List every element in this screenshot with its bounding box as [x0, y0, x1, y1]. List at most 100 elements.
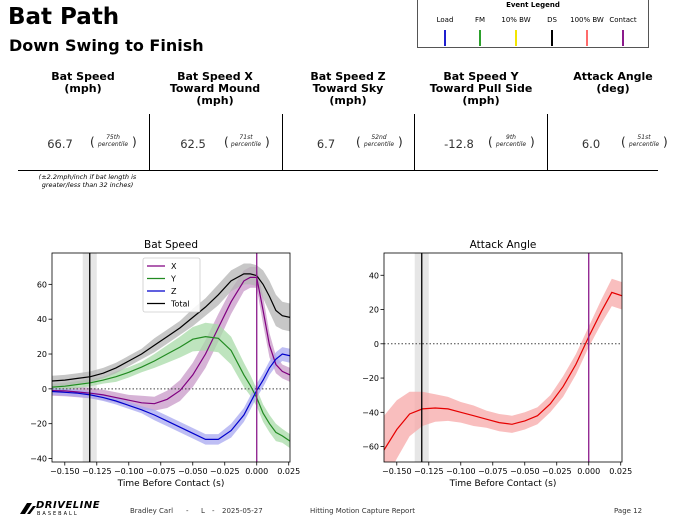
- metric-percentile-bat-speed-x: 71st percentile: [230, 134, 262, 148]
- series-band-attack-angle: [384, 278, 622, 462]
- y-tick-label: 0: [42, 385, 47, 394]
- y-tick-label: 60: [37, 280, 47, 289]
- chart-bat-speed: −0.150 −0.125 −0.100 −0.075 −0.050 −0.025 0.00…: [30, 239, 300, 489]
- y-tick-label: 20: [37, 350, 47, 359]
- metric-header-attack-angle: Attack Angle (deg): [573, 70, 653, 95]
- x-tick-label: −0.150: [50, 467, 80, 476]
- series-line-total: [52, 273, 290, 382]
- x-tick-label: −0.050: [178, 467, 208, 476]
- series-line-z: [52, 353, 290, 440]
- y-tick-label: 0: [374, 340, 379, 349]
- y-tick-label: −40: [30, 455, 47, 464]
- metric-percentile-bat-speed: 75th percentile: [97, 134, 129, 148]
- paren-close: ): [398, 135, 403, 149]
- series-line-x: [52, 276, 290, 405]
- legend-label-z: Z: [171, 287, 177, 296]
- legend-label-total: Total: [170, 300, 190, 309]
- legend-line-load: [444, 30, 446, 46]
- metric-header-bat-speed-x: Bat Speed X Toward Mound (mph): [169, 70, 261, 107]
- x-tick-label: 0.000: [245, 467, 268, 476]
- y-tick-label: 20: [369, 306, 379, 315]
- metric-value-attack-angle: 6.0: [581, 137, 601, 151]
- legend-label-10bw: 10% BW: [501, 16, 531, 24]
- metric-header-bat-speed-y: Bat Speed Y Toward Pull Side (mph): [429, 70, 533, 107]
- metric-percentile-bat-speed-z: 52nd percentile: [363, 134, 395, 148]
- legend-line-contact: [622, 30, 624, 46]
- series-line-attack-angle: [384, 291, 622, 451]
- y-tick-label: −40: [362, 408, 379, 417]
- metric-percentile-attack-angle: 51st percentile: [628, 134, 660, 148]
- y-tick-label: 40: [37, 315, 47, 324]
- series-line-y: [52, 335, 290, 442]
- x-tick-label: −0.025: [210, 467, 240, 476]
- chart-legend: [142, 257, 201, 313]
- y-tick-label: −20: [30, 420, 47, 429]
- paren-open: (: [224, 135, 229, 149]
- athlete-side: L: [201, 507, 205, 515]
- metric-value-bat-speed: 66.7: [47, 137, 73, 151]
- brand-name: DRIVELINE: [36, 500, 101, 511]
- plot-area: [384, 253, 622, 462]
- event-legend-title: Event Legend: [506, 1, 560, 9]
- metric-value-bat-speed-x: 62.5: [180, 137, 206, 151]
- metrics-bottom-rule: [18, 170, 658, 171]
- legend-line-fm: [479, 30, 481, 46]
- legend-label-ds: DS: [547, 16, 557, 24]
- legend-line-100bw: [586, 30, 588, 46]
- metric-divider: [414, 114, 415, 170]
- metric-header-bat-speed-z: Bat Speed Z Toward Sky (mph): [310, 70, 386, 107]
- x-tick-label: −0.075: [146, 467, 176, 476]
- paren-open: (: [621, 135, 626, 149]
- chart-title: Attack Angle: [470, 239, 537, 251]
- bat-length-note: (±2.2mph/inch if bat length is greater/l…: [38, 173, 137, 189]
- paren-open: (: [90, 135, 95, 149]
- metric-divider: [149, 114, 150, 170]
- metric-percentile-bat-speed-y: 9th percentile: [495, 134, 527, 148]
- legend-label-x: X: [171, 262, 177, 271]
- x-tick-label: 0.025: [609, 467, 632, 476]
- x-tick-label: −0.150: [382, 467, 412, 476]
- series-band-y: [52, 322, 290, 449]
- series-band-total: [52, 263, 290, 387]
- page-number: Page 12: [614, 507, 643, 515]
- legend-label-fm: FM: [474, 16, 486, 24]
- page-subtitle: Down Swing to Finish: [9, 36, 204, 55]
- x-tick-label: −0.125: [82, 467, 112, 476]
- y-tick-label: −20: [362, 374, 379, 383]
- legend-label-y: Y: [170, 275, 176, 284]
- paren-close: ): [663, 135, 668, 149]
- chart-attack-angle: −0.150 −0.125 −0.100 −0.075 −0.050 −0.025 0.00…: [362, 239, 632, 489]
- paren-close: ): [530, 135, 535, 149]
- footer-separator: -: [186, 507, 189, 515]
- x-tick-label: 0.000: [577, 467, 600, 476]
- athlete-name: Bradley Carl: [130, 507, 174, 515]
- legend-label-load: Load: [436, 16, 454, 24]
- legend-line-ds: [551, 30, 553, 46]
- x-tick-label: −0.075: [478, 467, 508, 476]
- driveline-logo-icon: [20, 503, 36, 514]
- brand-subname: BASEBALL: [37, 511, 79, 517]
- x-axis-label: Time Before Contact (s): [449, 479, 557, 489]
- x-tick-label: −0.100: [446, 467, 476, 476]
- legend-label-contact: Contact: [609, 16, 637, 24]
- legend-label-100bw: 100% BW: [570, 16, 604, 24]
- metric-divider: [547, 114, 548, 170]
- footer-separator: -: [212, 507, 215, 515]
- report-date: 2025-05-27: [222, 507, 263, 515]
- x-tick-label: −0.025: [542, 467, 572, 476]
- paren-close: ): [265, 135, 270, 149]
- y-tick-label: −60: [362, 443, 379, 452]
- plot-frame: [51, 252, 291, 463]
- series-band-z: [52, 347, 290, 445]
- x-tick-label: −0.125: [414, 467, 444, 476]
- metric-header-bat-speed: Bat Speed (mph): [51, 70, 115, 95]
- legend-line-10bw: [515, 30, 517, 46]
- plot-area: [52, 253, 290, 462]
- x-axis-label: Time Before Contact (s): [117, 479, 225, 489]
- page-title: Bat Path: [8, 4, 120, 30]
- plot-frame: [383, 252, 623, 463]
- paren-open: (: [488, 135, 493, 149]
- metric-divider: [282, 114, 283, 170]
- chart-title: Bat Speed: [144, 239, 198, 251]
